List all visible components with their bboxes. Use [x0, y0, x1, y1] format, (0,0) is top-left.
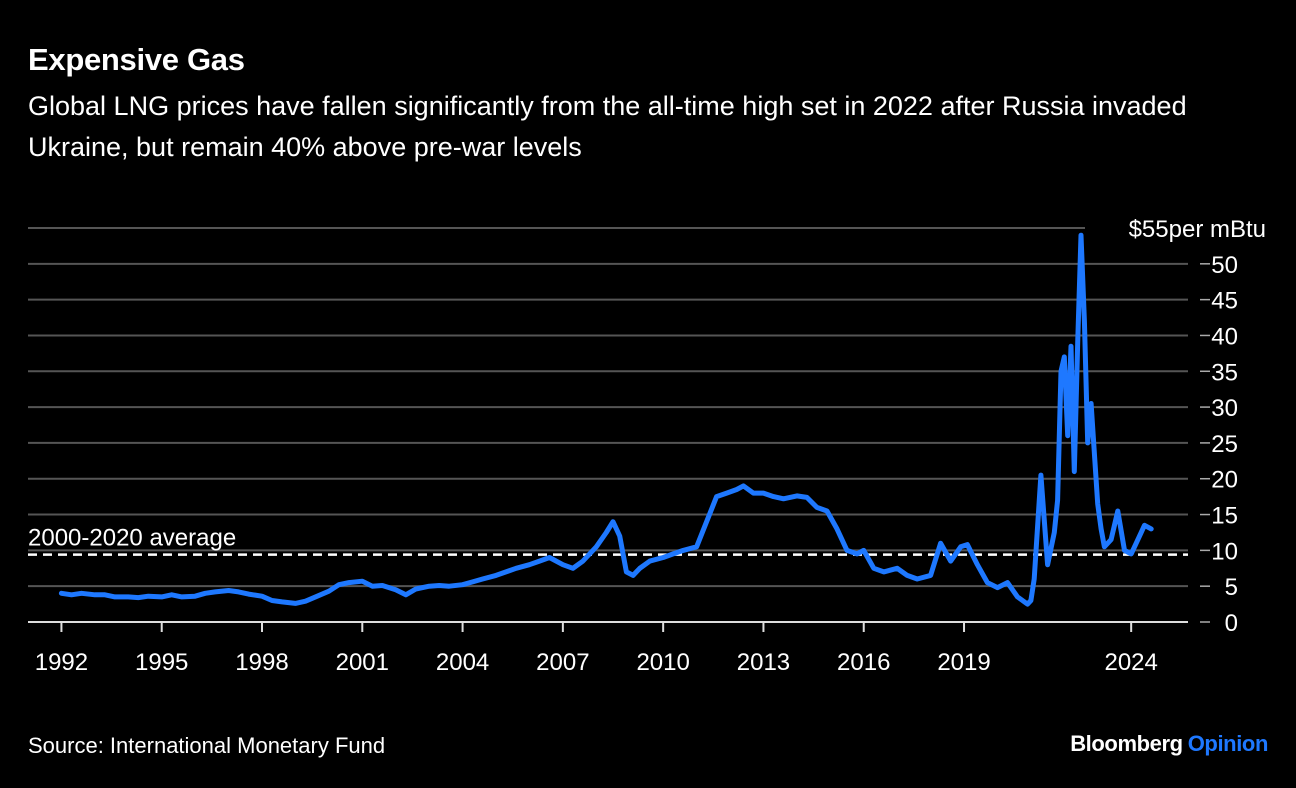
y-top-unit: per mBtu	[1169, 216, 1266, 243]
x-tick-label: 1995	[135, 649, 188, 676]
source-note: Source: International Monetary Fund	[28, 733, 386, 758]
y-tick-label: 0	[1225, 610, 1238, 637]
y-tick-label: 40	[1211, 323, 1238, 350]
chart-subtitle: Global LNG prices have fallen significan…	[28, 91, 1187, 162]
average-reference-label: 2000-2020 average	[28, 525, 236, 552]
x-tick-label: 2001	[336, 649, 389, 676]
y-tick-label: 45	[1211, 288, 1238, 315]
y-tick-label: 15	[1211, 503, 1238, 530]
grid-lines	[28, 227, 1188, 588]
brand-sub: Opinion	[1187, 731, 1269, 756]
series-group	[58, 232, 1154, 607]
y-tick-label: 30	[1211, 395, 1238, 422]
lng-price-line	[58, 232, 1154, 607]
brand-logo: Bloomberg Opinion	[1070, 731, 1268, 757]
x-tick-label: 1992	[35, 649, 88, 676]
x-tick-label: 2004	[436, 649, 489, 676]
x-tick-label: 1998	[235, 649, 288, 676]
y-tick-label: 35	[1211, 359, 1238, 386]
y-tick-label: 10	[1211, 538, 1238, 565]
x-axis: 1992 1995 1998 2001 2004 2007 2010 2013 2016 2019…	[28, 621, 1188, 676]
y-tick-label: 50	[1211, 252, 1238, 279]
x-tick-label: 2024	[1104, 649, 1157, 676]
y-tick-label: 25	[1211, 431, 1238, 458]
x-tick-label: 2013	[737, 649, 790, 676]
x-tick-label: 2007	[536, 649, 589, 676]
y-axis: 0 5 10 15 20 25 30 35 40 45 50 $55per mBtu	[1129, 216, 1266, 637]
reference-line-group: 2000-2020 average	[28, 525, 1188, 556]
y-top-value: $55	[1129, 216, 1169, 243]
brand-main: Bloomberg	[1070, 731, 1183, 756]
chart-title: Expensive Gas	[28, 42, 245, 77]
x-tick-label: 2016	[837, 649, 890, 676]
x-tick-label: 2019	[937, 649, 990, 676]
y-tick-label: 20	[1211, 467, 1238, 494]
y-top-label: $55per mBtu	[1129, 216, 1266, 243]
x-tick-label: 2010	[636, 649, 689, 676]
y-tick-label: 5	[1225, 574, 1238, 601]
